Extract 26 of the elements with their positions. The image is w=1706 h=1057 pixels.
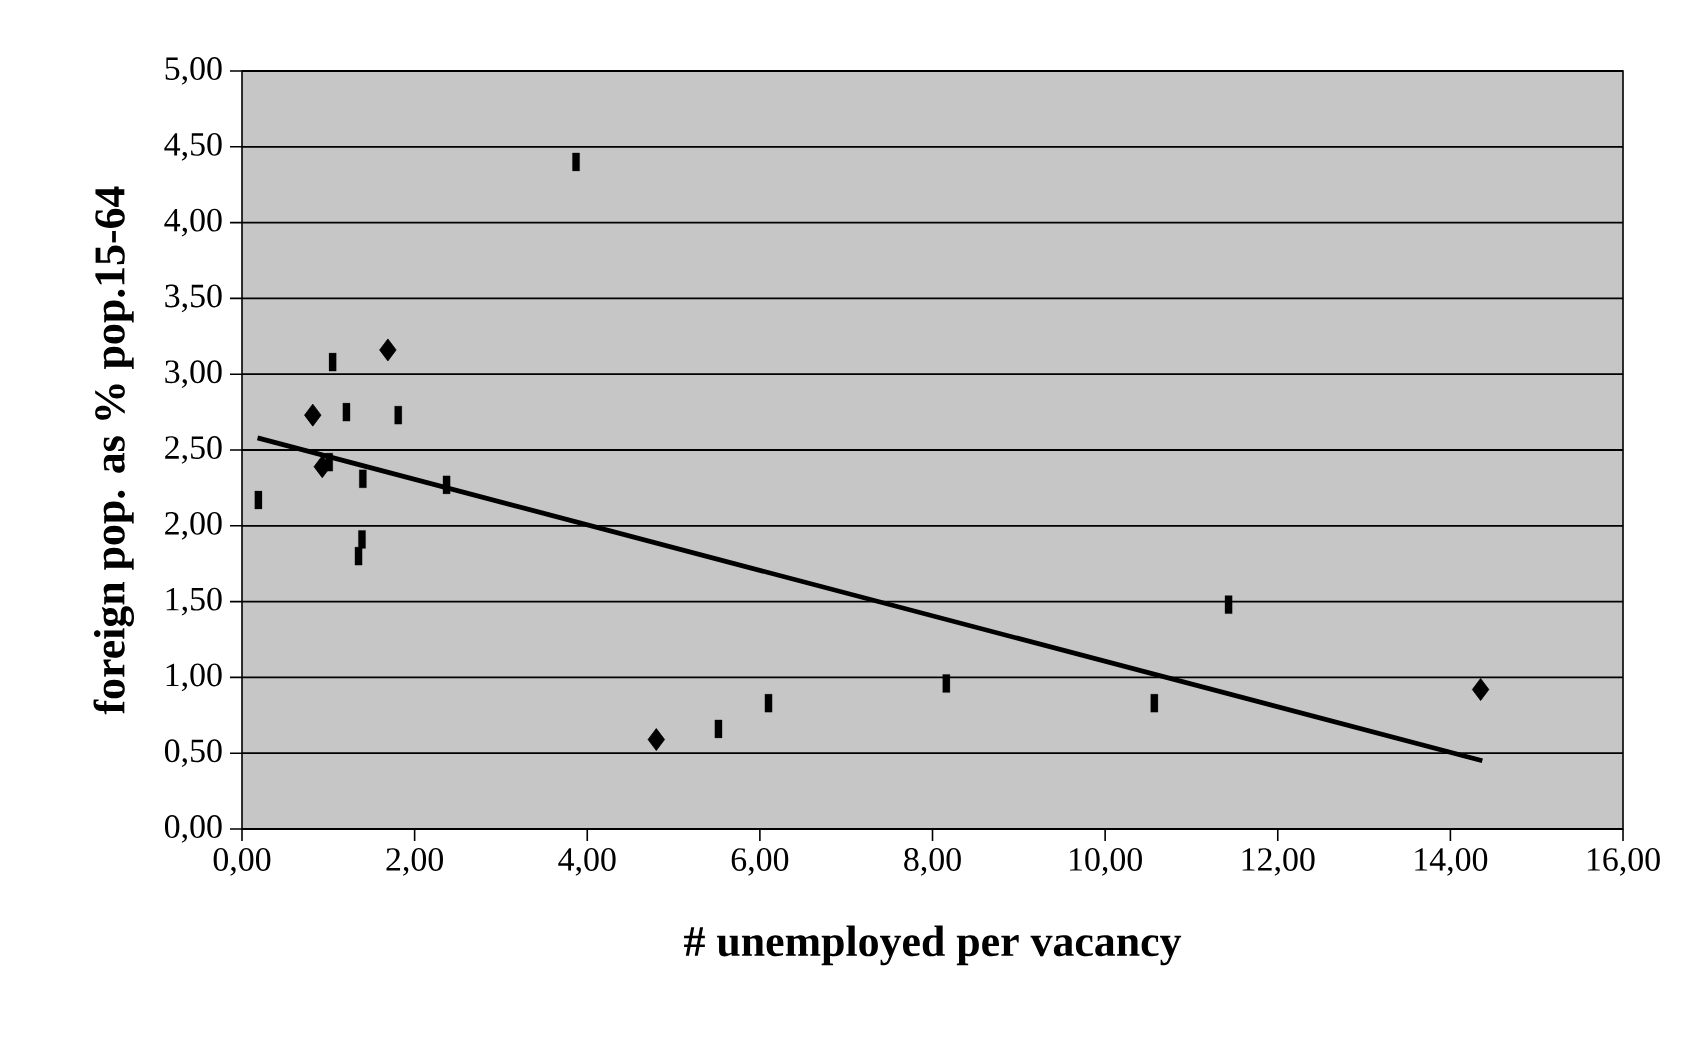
x-tick-label: 8,00 [904, 848, 961, 876]
x-tick-label: 12,00 [1242, 848, 1315, 876]
point [1471, 678, 1490, 701]
y-tick-label: 5,00 [165, 57, 222, 85]
y-tick-label: 3,00 [165, 360, 222, 389]
x-tick-label: 14,00 [1415, 848, 1488, 876]
y-tick-label: 4,00 [164, 208, 222, 237]
y-tick-label: 4,50 [164, 132, 222, 161]
y-tick-label: 3,50 [165, 284, 222, 313]
y-tick-label: 2,50 [165, 436, 222, 464]
y-tick-label: 0,50 [164, 739, 222, 768]
y-tick-label: 1,50 [166, 587, 222, 616]
y-tick-label: 2,00 [165, 511, 222, 540]
x-tick-label: 4,00 [558, 848, 616, 876]
point [647, 728, 665, 751]
x-tick-label: 2,00 [386, 848, 443, 876]
point [304, 403, 322, 427]
x-tick-label: 10,00 [1070, 848, 1142, 876]
point [379, 338, 397, 362]
y-axis-title: foreign pop. as % pop.15-64 [93, 186, 135, 715]
x-tick-label: 6,00 [731, 848, 789, 876]
x-axis-title: # unemployed per vacancy [684, 925, 1182, 966]
x-tick-label: 16,00 [1587, 848, 1660, 876]
y-tick-label: 0,00 [164, 815, 222, 843]
y-tick-label: 1,00 [166, 663, 222, 692]
x-tick-label: 0,00 [213, 848, 271, 876]
